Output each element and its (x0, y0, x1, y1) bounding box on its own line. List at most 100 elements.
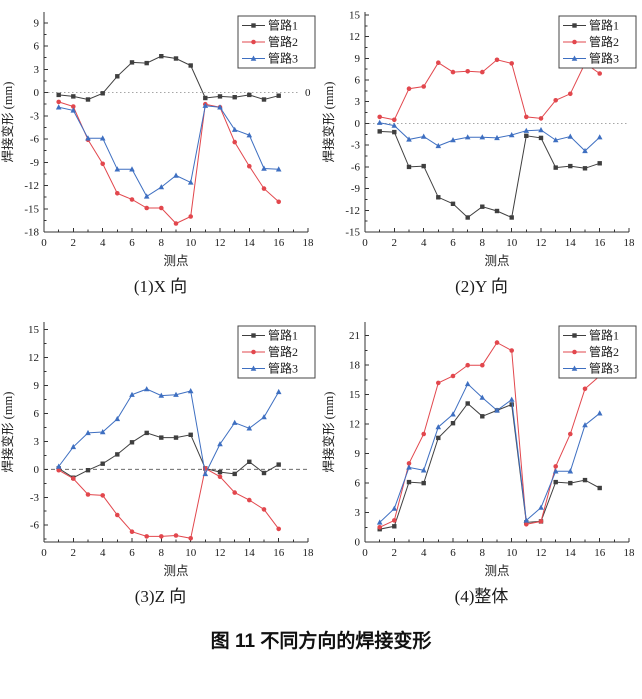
x-tick-labels: 0 2 4 6 8 10 12 14 16 18 (362, 237, 635, 249)
svg-text:0: 0 (355, 537, 361, 549)
svg-text:6: 6 (355, 75, 361, 87)
svg-text:-9: -9 (30, 157, 40, 169)
series-管路2 (377, 340, 602, 530)
subfigure-caption-y: (2)Y 向 (455, 277, 508, 296)
svg-text:12: 12 (349, 31, 360, 43)
subfigure-overall: 0 2 4 6 8 10 12 14 16 18 0 3 6 9 12 15 18 21 测点 焊接变形 (mm) 管路… (321, 310, 642, 620)
svg-text:6: 6 (34, 41, 40, 53)
svg-text:8: 8 (159, 547, 165, 559)
axes (43, 322, 309, 543)
svg-text:10: 10 (185, 547, 197, 559)
svg-text:8: 8 (480, 237, 486, 249)
series-管路1 (377, 129, 602, 220)
svg-text:管路2: 管路2 (268, 34, 298, 49)
figure-11-welding-deformation: 0 0 2 4 6 8 10 12 14 16 18 -18 -15 -12 -9 -6 -3 0 3 6 9 测点 焊接变… (0, 0, 642, 652)
svg-text:9: 9 (34, 380, 40, 392)
y-tick-labels: 0 3 6 9 12 15 18 21 (349, 330, 361, 548)
svg-text:2: 2 (71, 547, 77, 559)
series-管路3 (55, 386, 282, 477)
svg-text:4: 4 (100, 547, 106, 559)
svg-text:14: 14 (244, 547, 256, 559)
chart-z-direction: 0 2 4 6 8 10 12 14 16 18 -6 -3 0 3 6 9 12 15 测点 焊接变形 (mm) 管路… (0, 322, 316, 578)
svg-text:管路2: 管路2 (589, 344, 619, 359)
subfigure-caption-overall: (4)整体 (454, 587, 509, 606)
x-tick-labels: 0 2 4 6 8 10 12 14 16 18 (41, 237, 314, 249)
svg-text:管路3: 管路3 (589, 51, 619, 66)
svg-text:6: 6 (450, 237, 456, 249)
svg-text:18: 18 (303, 237, 315, 249)
svg-text:18: 18 (349, 360, 361, 372)
series-管路1 (377, 401, 602, 532)
svg-text:管路1: 管路1 (589, 18, 619, 33)
svg-text:10: 10 (185, 237, 197, 249)
axes (43, 12, 309, 233)
svg-text:14: 14 (565, 547, 577, 559)
svg-text:管路1: 管路1 (268, 18, 298, 33)
subfigure-caption-x: (1)X 向 (133, 277, 188, 296)
svg-text:2: 2 (392, 547, 398, 559)
svg-text:15: 15 (28, 324, 40, 336)
svg-text:-6: -6 (30, 520, 40, 532)
svg-text:0: 0 (41, 547, 47, 559)
svg-text:0: 0 (34, 87, 40, 99)
subfigure-caption-z: (3)Z 向 (134, 587, 187, 606)
svg-text:管路1: 管路1 (589, 328, 619, 343)
svg-text:15: 15 (349, 389, 361, 401)
series-管路3 (376, 119, 603, 154)
svg-text:-3: -3 (30, 110, 40, 122)
svg-text:10: 10 (506, 237, 518, 249)
svg-text:-12: -12 (24, 180, 39, 192)
zero-line-label: 0 (305, 87, 311, 99)
svg-text:8: 8 (480, 547, 486, 559)
chart-x-direction: 0 0 2 4 6 8 10 12 14 16 18 -18 -15 -12 -9 -6 -3 0 3 6 9 测点 焊接变… (0, 12, 316, 268)
svg-text:16: 16 (273, 237, 285, 249)
svg-text:-15: -15 (345, 227, 360, 239)
svg-text:2: 2 (71, 237, 77, 249)
svg-text:3: 3 (355, 507, 361, 519)
svg-text:4: 4 (100, 237, 106, 249)
axes (364, 12, 630, 233)
svg-text:4: 4 (421, 547, 427, 559)
svg-text:2: 2 (392, 237, 398, 249)
series-管路1 (56, 54, 281, 102)
subfigure-y-direction: 0 2 4 6 8 10 12 14 16 18 -15 -12 -9 -6 -3 0 3 6 9 12 15 测点 焊接变… (321, 0, 642, 310)
svg-text:-3: -3 (30, 492, 40, 504)
svg-text:14: 14 (565, 237, 577, 249)
svg-text:6: 6 (129, 237, 135, 249)
svg-text:12: 12 (536, 547, 547, 559)
svg-text:9: 9 (355, 448, 361, 460)
svg-text:-18: -18 (24, 227, 39, 239)
svg-text:9: 9 (355, 53, 361, 65)
x-tick-labels: 0 2 4 6 8 10 12 14 16 18 (41, 547, 314, 559)
svg-text:管路3: 管路3 (589, 361, 619, 376)
svg-text:21: 21 (349, 330, 360, 342)
svg-text:管路1: 管路1 (268, 328, 298, 343)
svg-text:管路2: 管路2 (268, 344, 298, 359)
svg-text:14: 14 (244, 237, 256, 249)
x-axis-label: 测点 (484, 254, 509, 268)
svg-text:0: 0 (362, 547, 368, 559)
chart-overall: 0 2 4 6 8 10 12 14 16 18 0 3 6 9 12 15 18 21 测点 焊接变形 (mm) 管路… (321, 322, 637, 578)
x-axis-label: 测点 (163, 254, 188, 268)
svg-text:18: 18 (624, 237, 636, 249)
svg-text:管路3: 管路3 (268, 361, 298, 376)
subfigure-z-direction: 0 2 4 6 8 10 12 14 16 18 -6 -3 0 3 6 9 12 15 测点 焊接变形 (mm) 管路… (0, 310, 321, 620)
svg-text:3: 3 (355, 96, 361, 108)
svg-text:12: 12 (28, 352, 39, 364)
svg-text:6: 6 (129, 547, 135, 559)
series-管路3 (55, 102, 282, 199)
svg-text:10: 10 (506, 547, 518, 559)
chart-y-direction: 0 2 4 6 8 10 12 14 16 18 -15 -12 -9 -6 -3 0 3 6 9 12 15 测点 焊接变… (321, 9, 637, 268)
y-axis-label: 焊接变形 (mm) (0, 392, 15, 473)
svg-text:12: 12 (349, 419, 360, 431)
svg-text:9: 9 (34, 17, 40, 29)
y-tick-labels: -15 -12 -9 -6 -3 0 3 6 9 12 15 (345, 9, 360, 238)
svg-text:管路2: 管路2 (589, 34, 619, 49)
series-管路1 (56, 430, 281, 480)
figure-caption: 图 11 不同方向的焊接变形 (210, 631, 432, 652)
svg-text:-9: -9 (351, 183, 361, 195)
svg-text:管路3: 管路3 (268, 51, 298, 66)
